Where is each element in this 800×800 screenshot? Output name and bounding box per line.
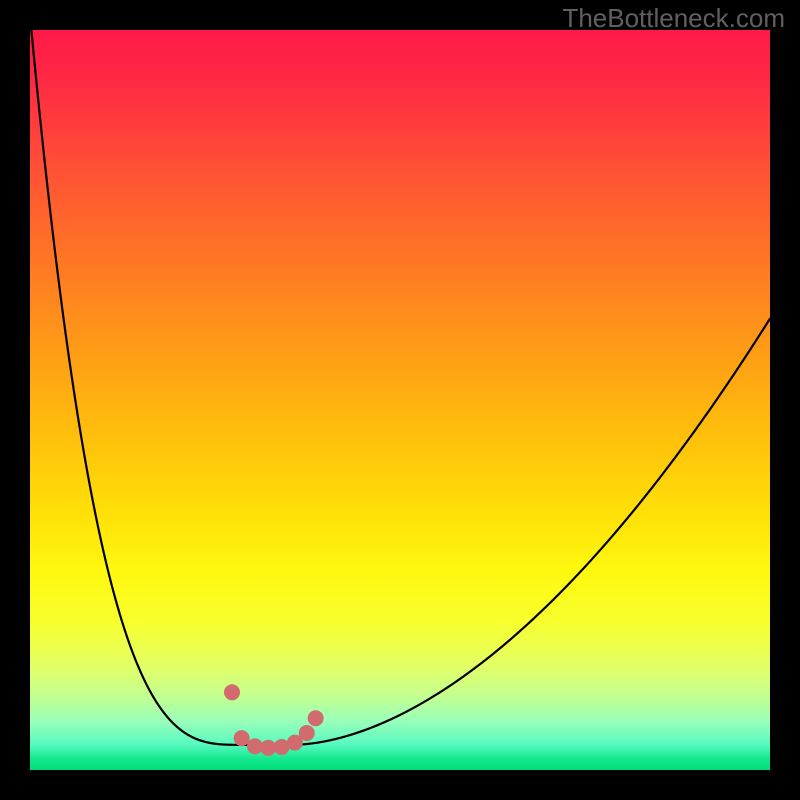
watermark-text: TheBottleneck.com: [562, 3, 785, 33]
marker-point: [225, 685, 240, 700]
marker-point: [308, 711, 323, 726]
marker-point: [234, 731, 249, 746]
bottleneck-chart: TheBottleneck.com: [0, 0, 800, 800]
plot-area: [30, 30, 770, 770]
marker-point: [299, 726, 314, 741]
marker-point: [247, 739, 262, 754]
marker-point: [261, 740, 276, 755]
marker-point: [274, 740, 289, 755]
